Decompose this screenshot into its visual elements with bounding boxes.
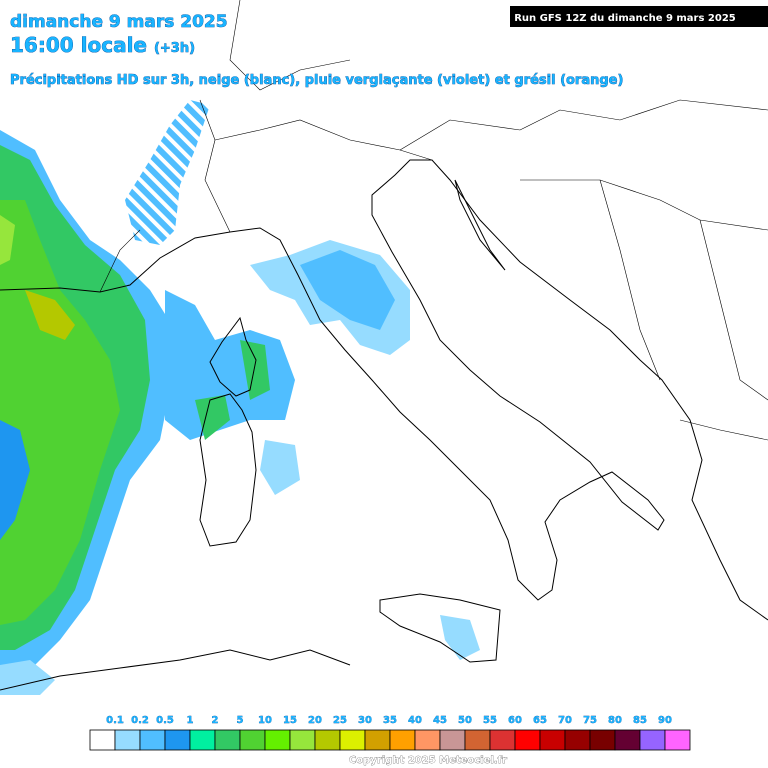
legend-label: 60 [508, 715, 522, 726]
legend-swatch [364, 729, 391, 751]
legend-swatch [239, 729, 266, 751]
legend-label: 70 [558, 715, 572, 726]
legend-label: 75 [583, 715, 597, 726]
legend-label: 10 [258, 715, 272, 726]
legend-swatch [314, 729, 341, 751]
borders [99, 0, 768, 441]
legend-label: 20 [308, 715, 322, 726]
legend-swatch [564, 729, 591, 751]
coastlines [0, 159, 768, 691]
legend-label: 90 [658, 715, 672, 726]
legend-label: 40 [408, 715, 422, 726]
legend-label: 0.2 [131, 715, 149, 726]
legend-label: 0.1 [106, 715, 124, 726]
legend-swatch [489, 729, 516, 751]
copyright: Copyright 2025 Meteociel.fr [349, 755, 507, 766]
legend-label: 65 [533, 715, 547, 726]
legend-swatch [589, 729, 616, 751]
legend-swatch [214, 729, 241, 751]
legend-swatch [639, 729, 666, 751]
legend-swatch [414, 729, 441, 751]
legend: 0.1 0.2 0.5 1 2 5 10 15 20 25 30 35 40 45 50 55 60 65 70 75… [89, 715, 691, 751]
legend-label: 0.5 [156, 715, 174, 726]
legend-label: 25 [333, 715, 347, 726]
legend-swatch [114, 729, 141, 751]
legend-swatch [139, 729, 166, 751]
legend-swatch [339, 729, 366, 751]
legend-swatch [389, 729, 416, 751]
run-box [510, 6, 768, 27]
legend-label: 5 [237, 715, 244, 726]
legend-label: 80 [608, 715, 622, 726]
legend-swatch [189, 729, 216, 751]
legend-label: 15 [283, 715, 297, 726]
run-label: Run GFS 12Z du dimanche 9 mars 2025 [514, 13, 736, 24]
legend-label: 45 [433, 715, 447, 726]
legend-label: 35 [383, 715, 397, 726]
legend-swatch [464, 729, 491, 751]
legend-swatch [439, 729, 466, 751]
legend-label: 55 [483, 715, 497, 726]
legend-swatch [664, 729, 691, 751]
legend-swatch [164, 729, 191, 751]
precipitation [0, 100, 480, 695]
legend-swatch [289, 729, 316, 751]
legend-swatch [539, 729, 566, 751]
legend-label: 1 [187, 715, 194, 726]
legend-swatch [514, 729, 541, 751]
legend-swatch [614, 729, 641, 751]
legend-swatch [89, 729, 116, 751]
legend-swatch [264, 729, 291, 751]
subtitle: Précipitations HD sur 3h, neige (blanc),… [10, 73, 623, 88]
legend-label: 85 [633, 715, 647, 726]
legend-label: 2 [212, 715, 219, 726]
date: dimanche 9 mars 2025 [10, 12, 228, 32]
legend-label: 50 [458, 715, 472, 726]
time: 16:00 locale (+3h) [10, 33, 195, 57]
legend-label: 30 [358, 715, 372, 726]
